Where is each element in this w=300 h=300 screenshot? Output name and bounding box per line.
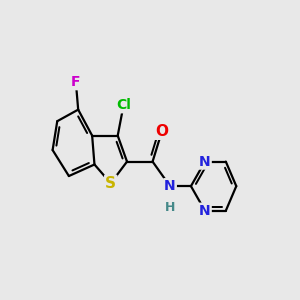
- Text: H: H: [165, 201, 175, 214]
- Text: Cl: Cl: [116, 98, 131, 112]
- Text: O: O: [155, 124, 168, 139]
- Text: S: S: [105, 176, 116, 191]
- Text: F: F: [71, 75, 81, 89]
- Text: N: N: [199, 204, 211, 218]
- Text: N: N: [199, 154, 211, 169]
- Text: N: N: [164, 179, 176, 193]
